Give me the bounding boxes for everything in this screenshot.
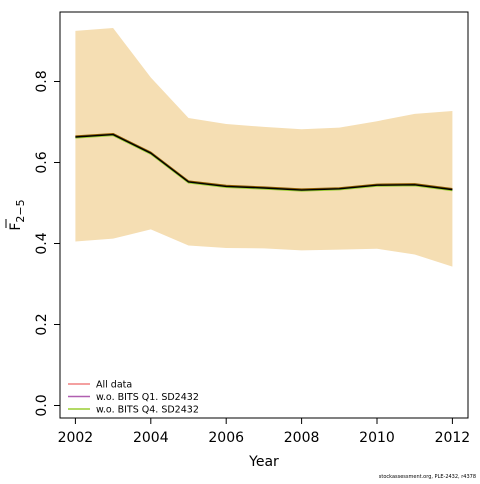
svg-text:F2−5: F2−5 [8,199,27,230]
series-line-1 [75,132,453,191]
series-line-0 [75,133,453,191]
x-tick-label-2002: 2002 [58,430,94,446]
x-tick-label-2010: 2010 [359,430,395,446]
y-tick-label-1: 0.2 [34,313,50,335]
series-line-2 [75,134,453,192]
series-layer [75,132,453,192]
y-tick-label-0: 0.0 [34,394,50,416]
x-tick-label-2012: 2012 [435,430,471,446]
x-axis: 2002 2004 2006 2008 2010 2012 [58,418,471,446]
y-axis-label-main: F [8,223,24,231]
confidence-band-layer [75,28,453,267]
x-tick-label-2008: 2008 [284,430,320,446]
legend-label-1: w.o. BITS Q1. SD2432 [96,392,199,403]
x-tick-label-2004: 2004 [133,430,169,446]
footer-credit: stockassessment.org, PLE-2432, r4378 [379,474,476,480]
legend-label-0: All data [96,380,132,391]
y-tick-label-2: 0.4 [34,232,50,254]
y-axis-label-sub: 2−5 [14,199,27,222]
confidence-band [75,28,453,267]
y-tick-label-4: 0.8 [34,70,50,92]
legend-label-2: w.o. BITS Q4. SD2432 [96,405,199,416]
plot-frame [59,11,469,419]
y-axis-label: F2−5 [5,199,27,231]
x-axis-label: Year [248,454,279,470]
x-tick-label-2006: 2006 [208,430,244,446]
y-tick-label-3: 0.6 [34,151,50,173]
y-axis: 0.0 0.2 0.4 0.6 0.8 [34,70,60,417]
